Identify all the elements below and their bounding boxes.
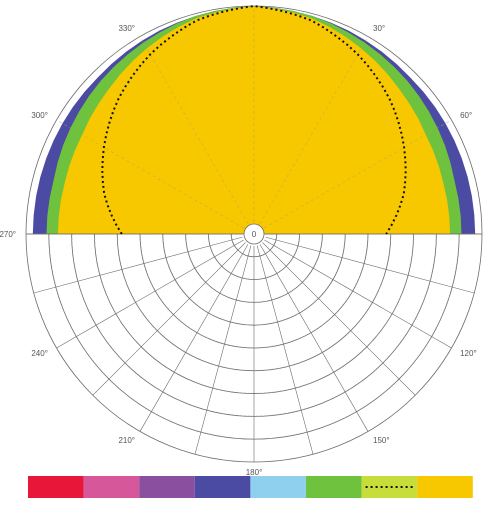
grid-spoke-upper bbox=[139, 36, 249, 224]
angle-label: 240° bbox=[31, 349, 48, 358]
center-label: 0 bbox=[252, 230, 257, 239]
grid-spoke bbox=[256, 245, 314, 455]
angle-label: 330° bbox=[118, 24, 135, 33]
legend-swatch bbox=[139, 476, 195, 498]
angle-label: 270° bbox=[0, 230, 16, 239]
grid-spoke bbox=[259, 244, 369, 432]
angle-label: 150° bbox=[373, 436, 390, 445]
grid-spoke bbox=[194, 245, 252, 455]
legend-swatch bbox=[83, 476, 140, 498]
grid-ring-minor bbox=[231, 233, 277, 257]
grid-ring-minor bbox=[208, 233, 300, 280]
angle-label: 0 bbox=[252, 0, 257, 1]
grid-spoke-upper bbox=[259, 36, 369, 224]
legend-swatch bbox=[194, 476, 251, 498]
grid-spoke bbox=[262, 242, 416, 396]
grid-spoke bbox=[56, 239, 244, 349]
grid-spoke bbox=[264, 239, 452, 349]
grid-ring-minor bbox=[140, 233, 368, 348]
angle-label: 60° bbox=[460, 111, 472, 120]
angle-label: 300° bbox=[31, 111, 48, 120]
polar-grid bbox=[25, 5, 483, 463]
legend-swatch bbox=[417, 476, 473, 498]
grid-spoke bbox=[33, 236, 243, 294]
center-circle bbox=[243, 223, 265, 245]
dotted-boundary bbox=[101, 4, 407, 235]
angle-label: 120° bbox=[460, 349, 477, 358]
legend-swatch bbox=[306, 476, 362, 498]
angle-label: 180° bbox=[246, 468, 263, 477]
legend-swatch bbox=[250, 476, 306, 498]
angle-label: 210° bbox=[118, 436, 135, 445]
angle-label: 30° bbox=[373, 24, 385, 33]
grid-spoke-upper bbox=[56, 119, 244, 229]
grid-spoke bbox=[265, 236, 475, 294]
grid-spoke bbox=[92, 242, 246, 396]
legend-swatch bbox=[28, 476, 84, 498]
legend-swatch bbox=[361, 476, 418, 498]
grid-ring-minor bbox=[117, 233, 391, 371]
legend bbox=[28, 476, 473, 498]
angle-tick-labels: 030°60°90120°150°180°210°240°270°300°330… bbox=[0, 0, 477, 477]
grid-spoke bbox=[139, 244, 249, 432]
grid-spoke-upper bbox=[264, 119, 452, 229]
